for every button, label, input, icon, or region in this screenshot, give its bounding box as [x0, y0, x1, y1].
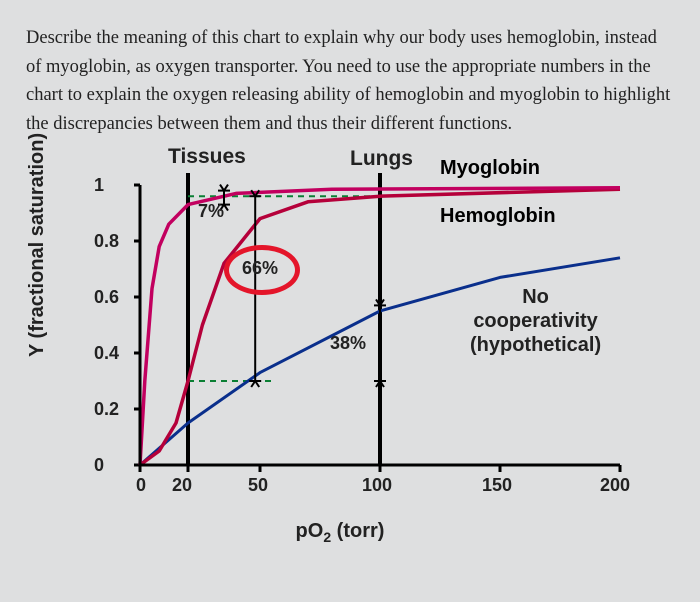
xtick-200: 200 — [600, 475, 630, 496]
question-text: Describe the meaning of this chart to ex… — [26, 24, 674, 139]
oxygen-dissociation-chart: Y (fractional saturation) Tissues Lungs … — [20, 145, 660, 545]
ann-38pct: 38% — [330, 333, 366, 354]
ytick-0.2: 0.2 — [94, 399, 119, 420]
ytick-0.4: 0.4 — [94, 343, 119, 364]
xtick-20: 20 — [172, 475, 192, 496]
ann-7pct: 7% — [198, 201, 224, 222]
xtick-150: 150 — [482, 475, 512, 496]
xtick-50: 50 — [248, 475, 268, 496]
ytick-0.0: 0 — [94, 455, 104, 476]
x-axis-label: pO2 (torr) — [20, 520, 660, 545]
ann-66pct: 66% — [242, 258, 278, 279]
ytick-1.0: 1 — [94, 175, 104, 196]
xtick-0: 0 — [136, 475, 146, 496]
ytick-0.8: 0.8 — [94, 231, 119, 252]
ytick-0.6: 0.6 — [94, 287, 119, 308]
xtick-100: 100 — [362, 475, 392, 496]
